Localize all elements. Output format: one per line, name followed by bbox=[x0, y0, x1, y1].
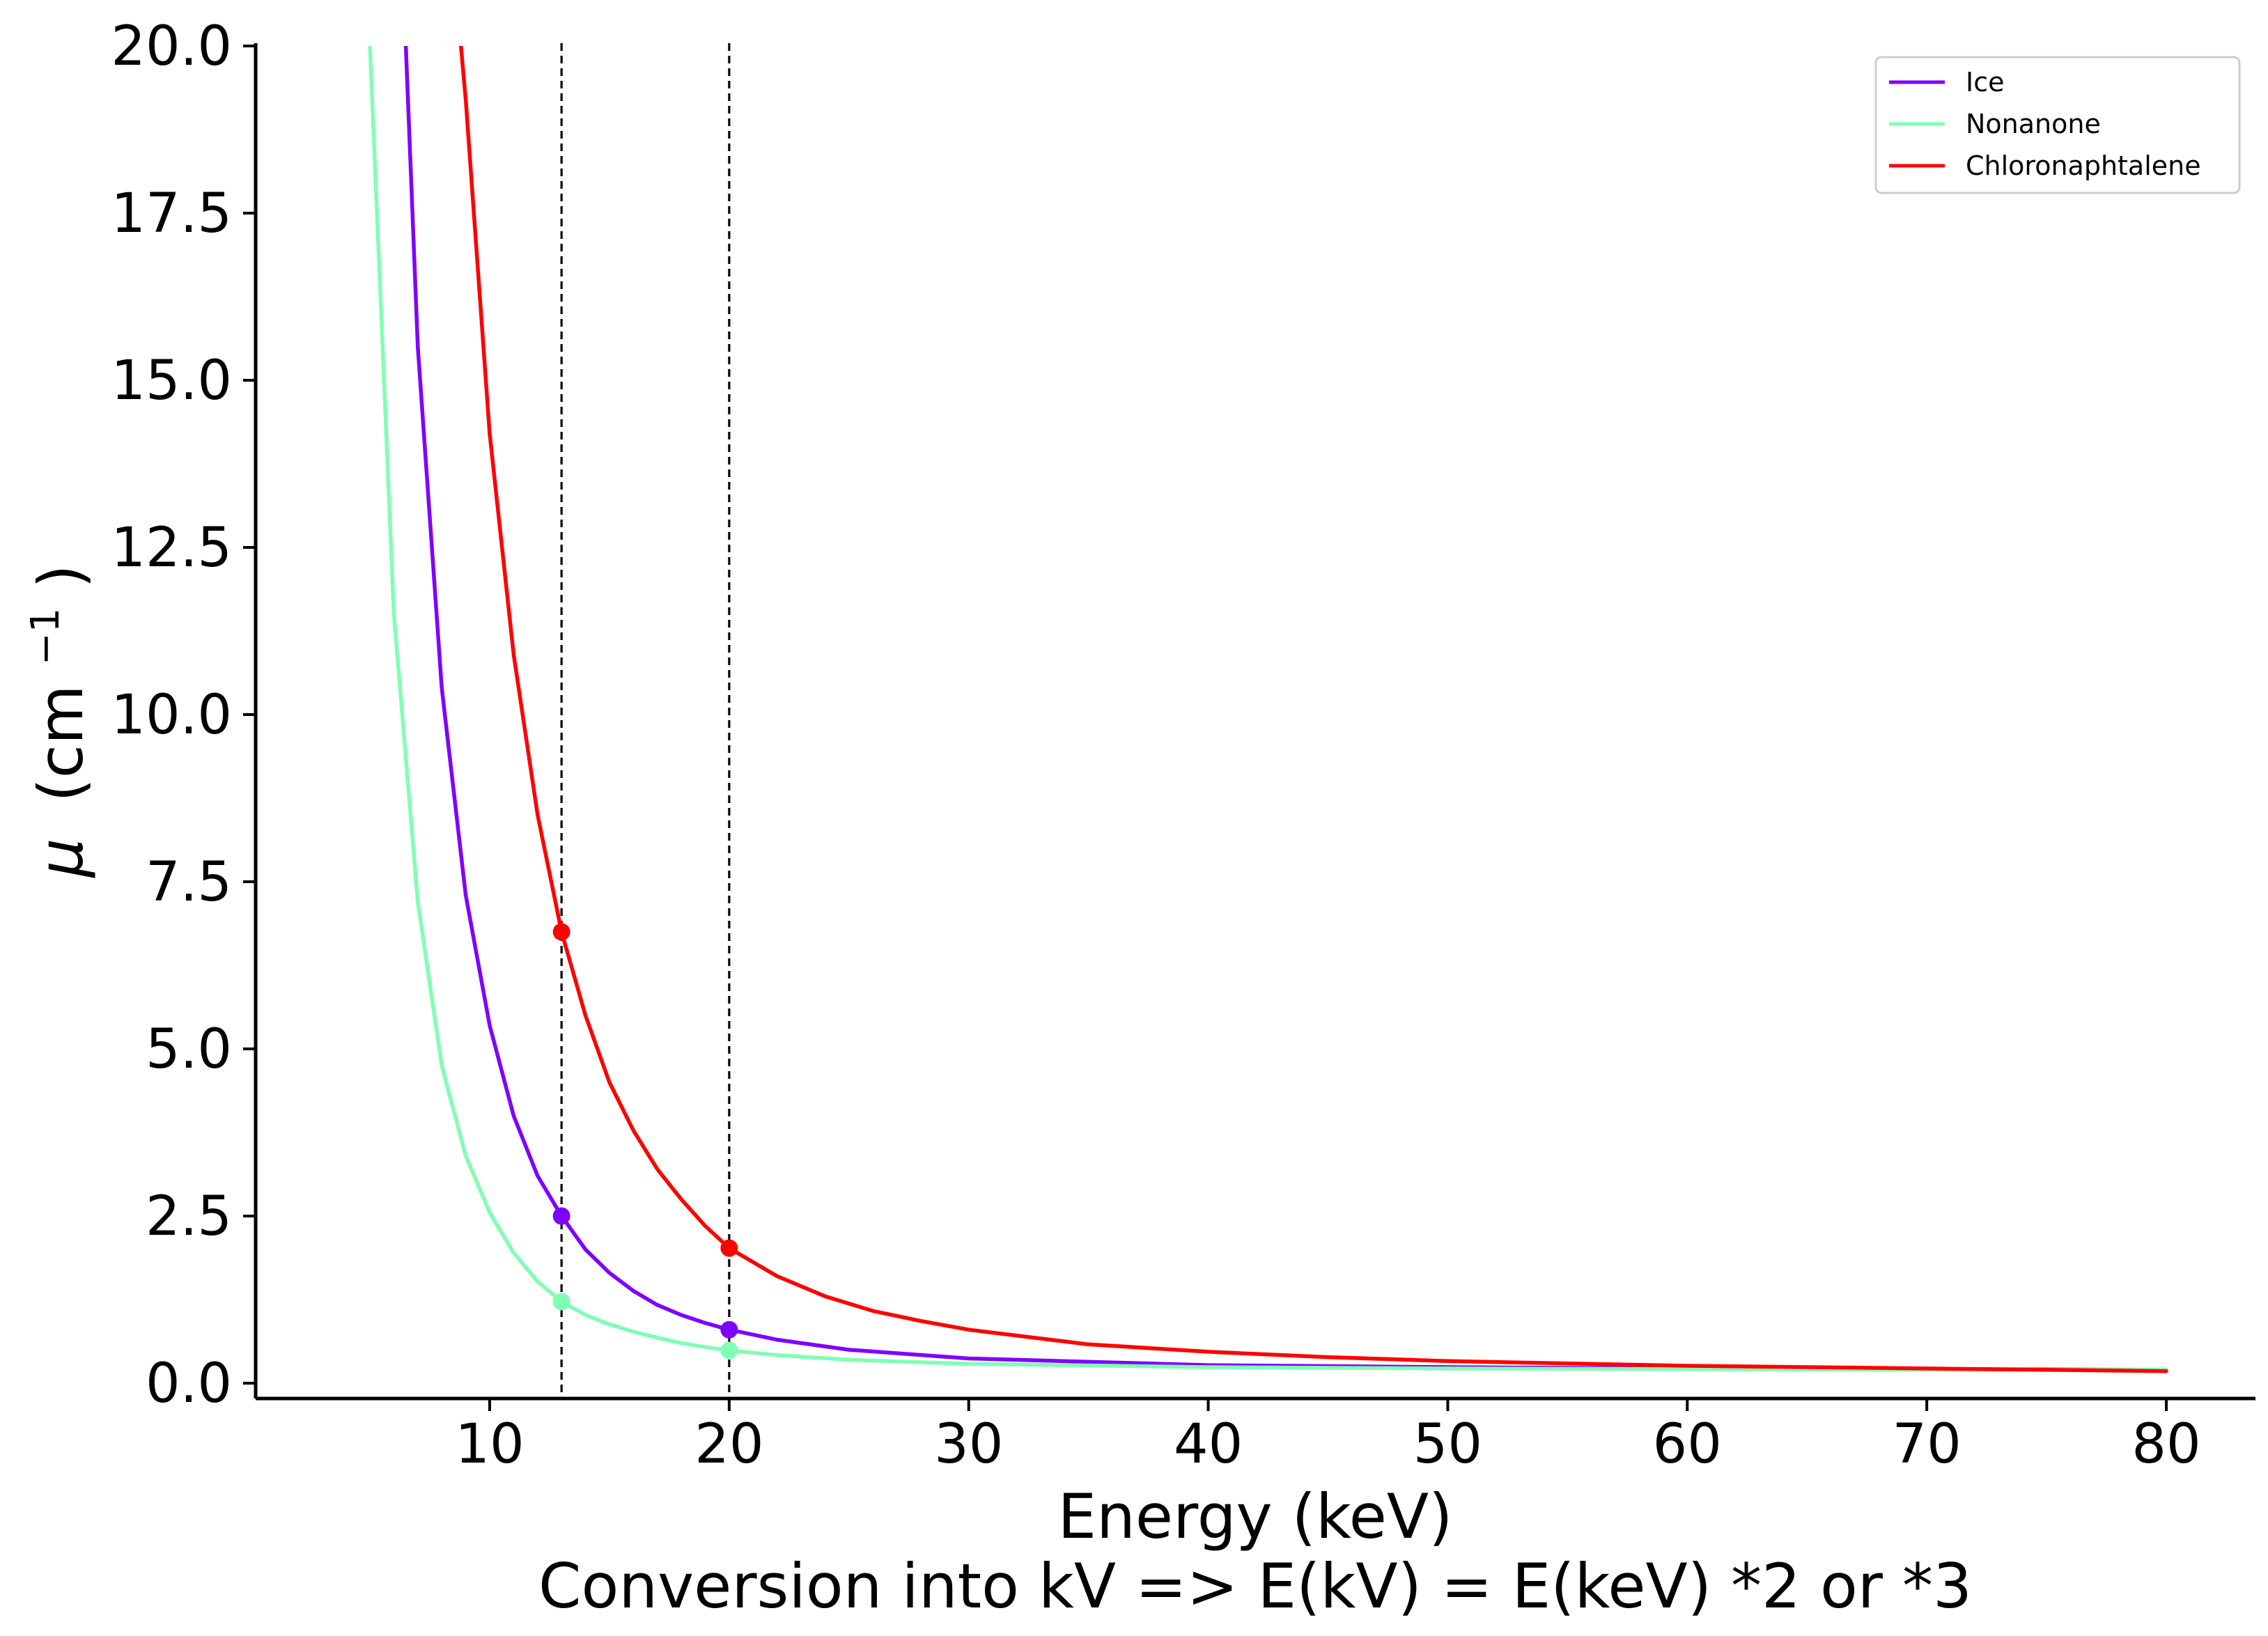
y-axis-unit-close: ) bbox=[25, 564, 97, 588]
x-tick-label: 70 bbox=[1893, 1413, 1962, 1476]
x-tick-label: 20 bbox=[694, 1413, 763, 1476]
legend-label-ice: Ice bbox=[1966, 67, 2004, 98]
x-tick-label: 10 bbox=[455, 1413, 524, 1476]
x-tick-label: 80 bbox=[2131, 1413, 2200, 1476]
series-line-nonanone bbox=[368, 46, 2168, 1372]
y-tick-label: 12.5 bbox=[111, 517, 232, 579]
marker-nonanone-20 bbox=[720, 1341, 738, 1360]
y-tick-label: 2.5 bbox=[146, 1185, 232, 1248]
y-axis-title: μ (cm −1 ) bbox=[1, 564, 97, 878]
marker-ice-13 bbox=[552, 1207, 570, 1225]
marker-chloronaphtalene-13 bbox=[552, 923, 570, 941]
y-axis-unit: (cm bbox=[25, 685, 97, 802]
y-tick-label: 20.0 bbox=[111, 15, 232, 78]
x-axis-title: Energy (keV) bbox=[1058, 1481, 1453, 1552]
legend-frame bbox=[1874, 56, 2241, 194]
y-tick-label: 5.0 bbox=[146, 1018, 232, 1081]
marker-chloronaphtalene-20 bbox=[720, 1239, 738, 1257]
plot-layer bbox=[368, 43, 2168, 1399]
x-tick-label: 30 bbox=[934, 1413, 1003, 1476]
legend-label-chloronaphtalene: Chloronaphtalene bbox=[1966, 150, 2201, 181]
legend-items: Ice Nonanone Chloronaphtalene bbox=[1889, 67, 2201, 181]
x-tick-label: 50 bbox=[1413, 1413, 1482, 1476]
y-tick-label: 7.5 bbox=[146, 851, 232, 914]
y-axis-unit-exponent: −1 bbox=[23, 608, 68, 666]
series-line-ice bbox=[403, 46, 2168, 1372]
y-tick-label: 0.0 bbox=[146, 1353, 232, 1415]
legend-label-nonanone: Nonanone bbox=[1966, 109, 2101, 139]
y-tick-label: 15.0 bbox=[111, 350, 232, 412]
marker-nonanone-13 bbox=[552, 1293, 570, 1311]
y-tick-label: 17.5 bbox=[111, 182, 232, 245]
marker-ice-20 bbox=[720, 1321, 738, 1339]
series-line-chloronaphtalene bbox=[458, 46, 2168, 1373]
x-tick-label: 40 bbox=[1174, 1413, 1243, 1476]
x-tick-label: 60 bbox=[1653, 1413, 1722, 1476]
y-axis-symbol: μ bbox=[25, 839, 97, 879]
legend: Ice Nonanone Chloronaphtalene bbox=[1874, 56, 2241, 194]
y-tick-label: 10.0 bbox=[111, 684, 232, 747]
x-axis-subtitle: Conversion into kV => E(kV) = E(keV) *2 … bbox=[538, 1550, 1972, 1622]
ticks-layer: 10 20 30 40 50 60 70 80 0.0 2.5 5.0 7.5 10.0 12.5 15.0… bbox=[111, 15, 2200, 1476]
axes-layer bbox=[254, 43, 2255, 1401]
